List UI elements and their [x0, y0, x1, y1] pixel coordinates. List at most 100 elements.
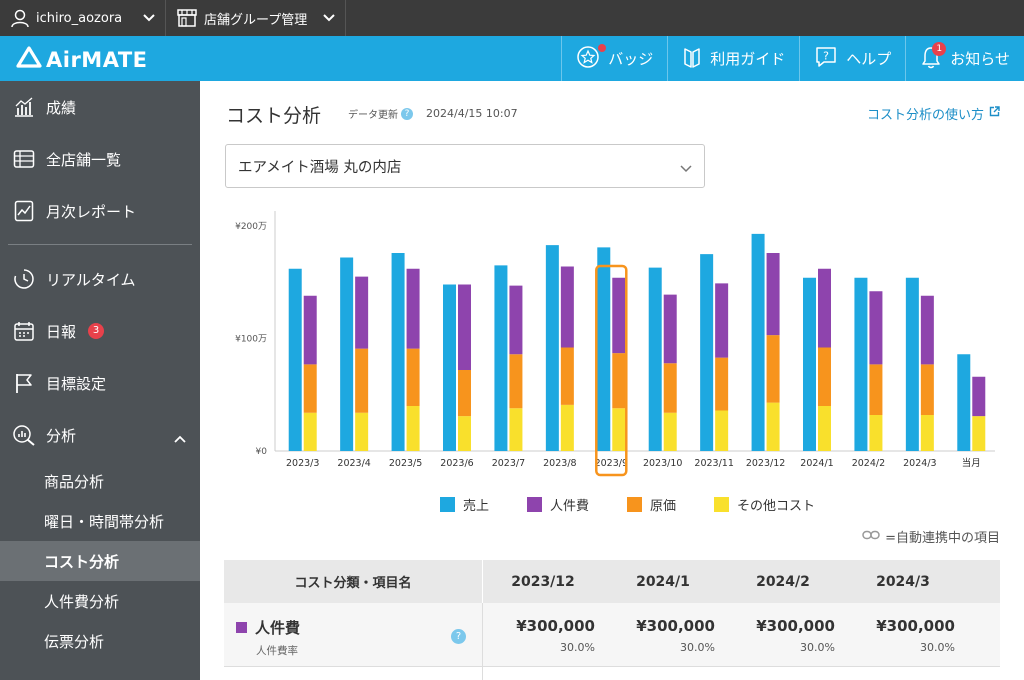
table-header-month: 2024/2	[756, 573, 810, 590]
bar-labor	[458, 284, 471, 370]
bar-sales	[340, 257, 354, 451]
main-content: コスト分析 データ更新 ? 2024/4/15 10:07 コスト分析の使い方 …	[200, 81, 1024, 680]
bar-other-cost	[869, 415, 883, 451]
bar-chart-icon	[12, 95, 36, 119]
data-update-info: データ更新 ? 2024/4/15 10:07	[348, 106, 518, 121]
legend-swatch	[527, 497, 543, 512]
bar-sales	[854, 277, 868, 451]
sidebar-item-all-stores[interactable]: 全店舗一覧	[0, 133, 200, 185]
sidebar-item-results[interactable]: 成績	[0, 81, 200, 133]
bar-other-cost	[458, 416, 471, 451]
x-tick-label: 2023/7	[492, 458, 525, 469]
report-icon	[12, 199, 36, 223]
bar-other-cost	[715, 410, 729, 451]
list-table-icon	[12, 147, 36, 171]
sidebar-item-label: 成績	[46, 98, 77, 117]
auto-link-note: =自動連携中の項目	[862, 527, 1000, 546]
table-row-label	[224, 667, 483, 680]
calendar-icon	[12, 319, 36, 343]
table-header-month: 2023/12	[511, 573, 575, 590]
top-bar: ichiro_aozora 店舗グループ管理	[0, 0, 1024, 36]
bar-labor	[560, 266, 574, 348]
header-nav-badge[interactable]: バッジ	[561, 36, 667, 81]
sidebar-item-label: 全店舗一覧	[46, 150, 122, 169]
svg-text:?: ?	[823, 49, 829, 62]
header-nav-help[interactable]: ? ヘルプ	[799, 36, 905, 81]
store-select[interactable]: エアメイト酒場 丸の内店	[225, 144, 705, 188]
sidebar-subitem-product-analysis[interactable]: 商品分析	[0, 461, 200, 501]
daily-report-count-badge: 3	[88, 323, 105, 339]
x-tick-label: 2024/1	[800, 458, 833, 469]
bar-sales	[957, 354, 971, 451]
bar-other-cost	[612, 408, 626, 451]
sidebar-subitem-label: 曜日・時間帯分析	[44, 512, 165, 531]
bar-labor	[406, 268, 420, 349]
chevron-up-icon[interactable]	[174, 429, 186, 447]
sidebar-item-label: 月次レポート	[46, 202, 137, 221]
bar-other-cost	[509, 408, 523, 451]
question-icon[interactable]: ?	[451, 629, 466, 644]
bar-labor	[715, 283, 729, 358]
sidebar-subitem-labor-analysis[interactable]: 人件費分析	[0, 581, 200, 621]
table-row: 人件費 人件費率 ? ¥300,000 30.0% ¥300,000 30.0% ¥…	[224, 603, 1000, 667]
cost-table: コスト分類・項目名 2023/12 2024/1 2024/2 2024/3 人…	[224, 560, 1000, 680]
cost-analysis-help-link[interactable]: コスト分析の使い方	[867, 104, 1000, 123]
bar-sales	[443, 284, 456, 451]
x-tick-label: 2023/10	[643, 458, 682, 469]
bar-labor	[355, 276, 369, 349]
sidebar-item-analysis[interactable]: 分析	[0, 409, 200, 461]
bar-sales	[905, 277, 919, 451]
legend-item-labor[interactable]: 人件費	[527, 495, 589, 514]
sidebar-item-realtime[interactable]: リアルタイム	[0, 253, 200, 305]
sidebar-subitem-weekday-time-analysis[interactable]: 曜日・時間帯分析	[0, 501, 200, 541]
y-tick-label: ¥200万	[235, 222, 267, 232]
highlight-frame	[595, 264, 628, 477]
sidebar-subitem-cost-analysis[interactable]: コスト分析	[0, 541, 200, 581]
question-icon[interactable]: ?	[401, 107, 413, 120]
legend-swatch	[440, 497, 455, 512]
header-nav-label: ヘルプ	[846, 50, 892, 68]
sidebar-item-label: 目標設定	[46, 374, 107, 393]
header-nav: バッジ 利用ガイド ? ヘルプ 1 お知らせ	[561, 36, 1024, 81]
user-menu[interactable]: ichiro_aozora	[0, 0, 166, 36]
legend-item-other-cost[interactable]: その他コスト	[714, 495, 815, 514]
data-update-timestamp: 2024/4/15 10:07	[426, 107, 518, 120]
sidebar-item-goal-setting[interactable]: 目標設定	[0, 357, 200, 409]
table-header-month: 2024/3	[876, 573, 930, 590]
sidebar-subitem-label: 伝票分析	[44, 632, 105, 651]
sidebar-item-label: 日報	[46, 322, 77, 341]
sidebar-item-monthly-report[interactable]: 月次レポート	[0, 185, 200, 237]
bar-cost-of-goods	[612, 353, 626, 409]
legend-item-sales[interactable]: 売上	[440, 495, 489, 514]
store-icon	[176, 8, 198, 28]
bar-labor	[663, 294, 677, 364]
x-tick-label: 2023/12	[746, 458, 785, 469]
bar-labor	[509, 285, 523, 355]
sidebar-item-daily-report[interactable]: 日報 3	[0, 305, 200, 357]
bar-other-cost	[818, 406, 831, 451]
x-tick-label: 2023/5	[389, 458, 422, 469]
bar-cost-of-goods	[818, 347, 831, 406]
x-tick-label: 2023/11	[694, 458, 733, 469]
chevron-down-icon	[323, 14, 335, 22]
bar-cost-of-goods	[355, 348, 369, 413]
cell-rate: 30.0%	[680, 641, 715, 654]
sidebar-item-label: 分析	[46, 426, 77, 445]
table-header: コスト分類・項目名 2023/12 2024/1 2024/2 2024/3	[224, 560, 1000, 603]
bar-sales	[648, 267, 662, 451]
header-nav-notice[interactable]: 1 お知らせ	[905, 36, 1024, 81]
store-group-menu[interactable]: 店舗グループ管理	[166, 0, 346, 36]
logo[interactable]: AirMATE	[16, 46, 148, 73]
cell-value: ¥300,000	[756, 617, 835, 635]
sidebar-subitem-slip-analysis[interactable]: 伝票分析	[0, 621, 200, 661]
header-nav-guide[interactable]: 利用ガイド	[667, 36, 799, 81]
x-tick-label: 当月	[962, 457, 981, 469]
legend-label: 売上	[463, 499, 490, 514]
legend-item-cost-of-goods[interactable]: 原価	[627, 495, 676, 514]
bar-other-cost	[766, 402, 780, 451]
sidebar: 成績 全店舗一覧 月次レポート リアルタイム 日報 3 目標設定	[0, 81, 200, 680]
help-icon: ?	[814, 45, 838, 73]
y-tick-label: ¥0	[256, 447, 268, 457]
bar-labor	[869, 291, 883, 365]
bar-other-cost	[560, 404, 574, 451]
